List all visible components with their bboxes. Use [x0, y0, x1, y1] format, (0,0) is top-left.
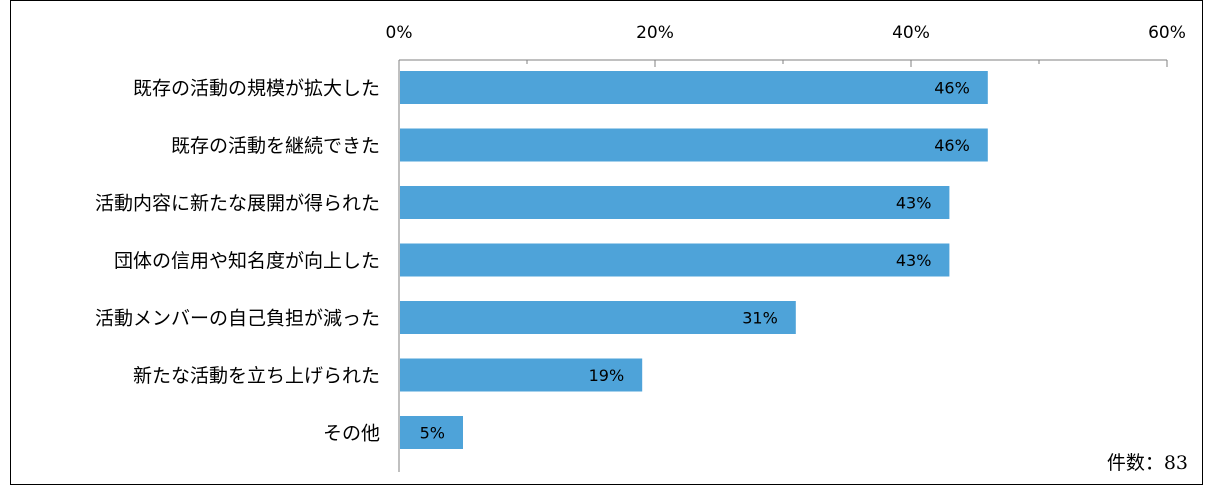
data-label: 31% [742, 309, 778, 328]
bar [400, 358, 643, 392]
category-label: 既存の活動の規模が拡大した [133, 78, 380, 100]
category-label: その他 [323, 423, 380, 445]
sample-size-note: 件数：83 [1107, 452, 1188, 474]
category-label: 活動内容に新たな展開が得られた [95, 193, 380, 215]
bar [400, 301, 796, 334]
bar [400, 186, 950, 219]
data-label: 43% [896, 251, 932, 270]
bar [400, 243, 950, 277]
data-label: 46% [934, 136, 970, 155]
bar [400, 416, 463, 449]
bar [400, 71, 988, 104]
data-label: 5% [420, 424, 445, 443]
category-label: 既存の活動を継続できた [171, 135, 380, 157]
x-tick-label: 60% [1148, 23, 1186, 43]
x-tick-label: 0% [386, 23, 413, 43]
category-label: 活動メンバーの自己負担が減った [95, 308, 380, 330]
data-label: 19% [589, 366, 625, 385]
data-label: 43% [896, 194, 932, 213]
x-tick-label: 40% [892, 23, 930, 43]
data-label: 46% [934, 79, 970, 98]
category-label: 団体の信用や知名度が向上した [114, 250, 380, 272]
category-label: 新たな活動を立ち上げられた [133, 365, 380, 387]
x-tick-label: 20% [636, 23, 674, 43]
bar [400, 128, 988, 162]
